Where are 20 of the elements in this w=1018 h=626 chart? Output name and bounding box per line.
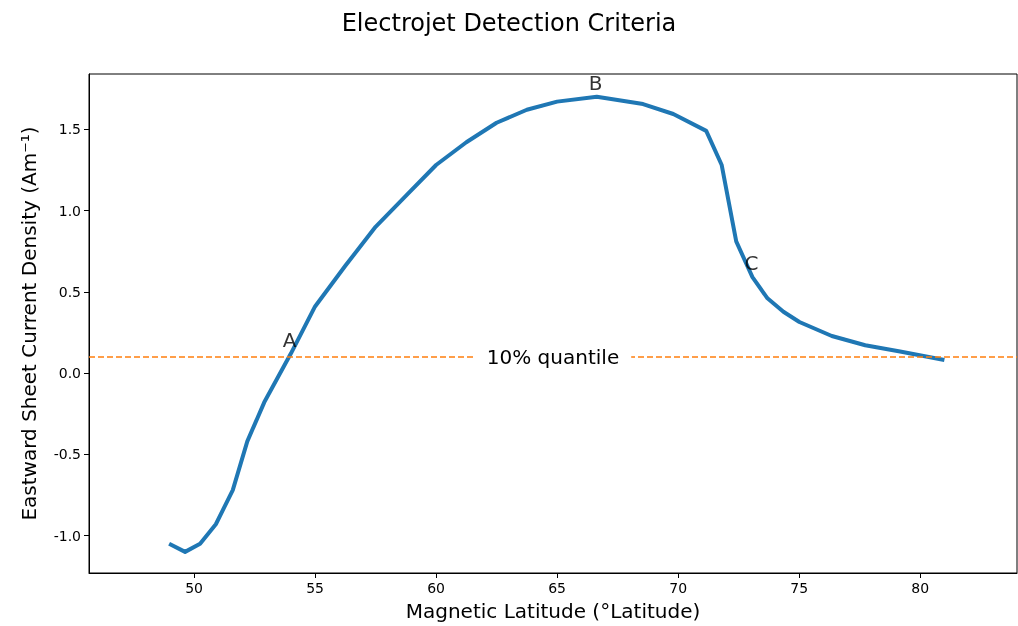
y-tick-label: 1.0 (58, 202, 81, 219)
x-tick-label: 60 (427, 580, 446, 596)
x-tick-label: 55 (306, 580, 324, 596)
x-axis-title: Magnetic Latitude (°Latitude) (405, 599, 701, 623)
chart-title: Electrojet Detection Criteria (341, 9, 677, 37)
y-tick-label: 0.5 (58, 283, 81, 300)
x-tick-label: 50 (185, 580, 203, 596)
y-tick-label: -0.5 (53, 446, 81, 463)
y-axis-title: Eastward Sheet Current Density (Am⁻¹) (17, 126, 41, 521)
annotation: B (588, 70, 603, 95)
y-tick-label: 0.0 (58, 365, 81, 382)
annotation: A (282, 327, 297, 352)
x-tick-label: 65 (548, 580, 567, 596)
y-tick-label: 1.5 (58, 121, 81, 138)
x-tick-label: 80 (911, 580, 930, 596)
x-tick-label: 75 (790, 580, 809, 596)
ref-line-label: 10% quantile (486, 344, 620, 369)
line-series (167, 94, 947, 554)
y-tick-label: -1.0 (53, 527, 81, 544)
x-tick-label: 70 (669, 580, 688, 596)
